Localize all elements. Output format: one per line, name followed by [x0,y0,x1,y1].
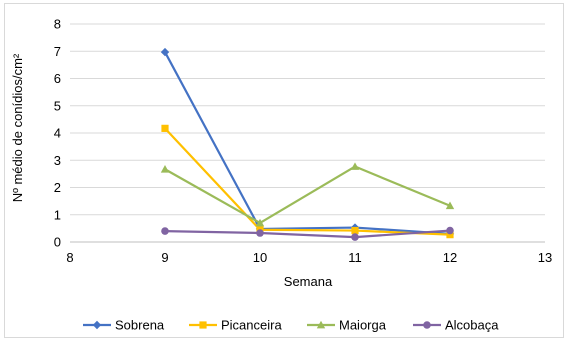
y-axis-label: Nº médio de conídios/cm² [10,53,25,202]
data-point-picanceira [351,226,359,235]
y-tick-label: 7 [54,44,61,59]
series-picanceira [161,124,454,239]
gridlines [70,23,545,216]
data-point-sobrena [160,47,170,57]
x-tick-label: 10 [253,250,267,265]
data-point-alcobaca [256,229,264,237]
legend-marker [92,320,102,330]
x-tick-label: 9 [161,250,168,265]
legend-item-picanceira: Picanceira [189,318,282,333]
legend: Sobrena Picanceira Maiorga Alcobaça [83,318,499,333]
legend-label: Picanceira [221,318,282,333]
y-tick-label: 0 [54,235,61,250]
series-sobrena [160,47,455,239]
y-tick-label: 5 [54,98,61,113]
x-tick-label: 8 [66,250,73,265]
data-point-alcobaca [161,227,169,235]
legend-item-alcobaca: Alcobaça [413,318,499,333]
legend-marker [316,320,326,329]
data-point-maiorga [255,218,265,227]
x-axis-label: Semana [284,274,333,289]
series-line-alcobaca [164,229,451,239]
legend-marker [423,321,431,329]
data-point-maiorga [350,162,360,170]
series-line-maiorga [164,165,451,225]
legend-item-sobrena: Sobrena [83,318,165,333]
data-point-maiorga [160,165,170,173]
y-tick-label: 2 [54,180,61,195]
legend-label: Sobrena [115,318,165,333]
y-tick-label: 1 [54,207,61,222]
legend-label: Alcobaça [445,318,499,333]
x-tick-label: 13 [538,250,552,265]
legend-label: Maiorga [339,318,387,333]
x-tick-label: 12 [443,250,457,265]
chart-frame: 0 1 2 3 4 5 6 7 8 8 9 10 11 12 13 Nº médio de conídios… [4,3,564,338]
series-line-picanceira [164,127,451,236]
series-area [160,47,455,241]
data-point-maiorga [445,201,455,210]
data-point-alcobaca [351,233,359,241]
y-tick-label: 3 [54,153,61,168]
data-point-alcobaca [446,226,454,235]
series-alcobaca [161,226,454,241]
legend-item-maiorga: Maiorga [307,318,387,333]
legend-marker [199,321,207,329]
data-point-picanceira [446,231,454,239]
series-maiorga [160,162,455,227]
y-tick-label: 4 [54,126,61,141]
series-line-sobrena [164,51,451,235]
y-tick-label: 8 [54,17,61,32]
y-tick-label: 6 [54,71,61,86]
data-point-picanceira [161,124,169,132]
x-tick-label: 11 [348,250,362,265]
